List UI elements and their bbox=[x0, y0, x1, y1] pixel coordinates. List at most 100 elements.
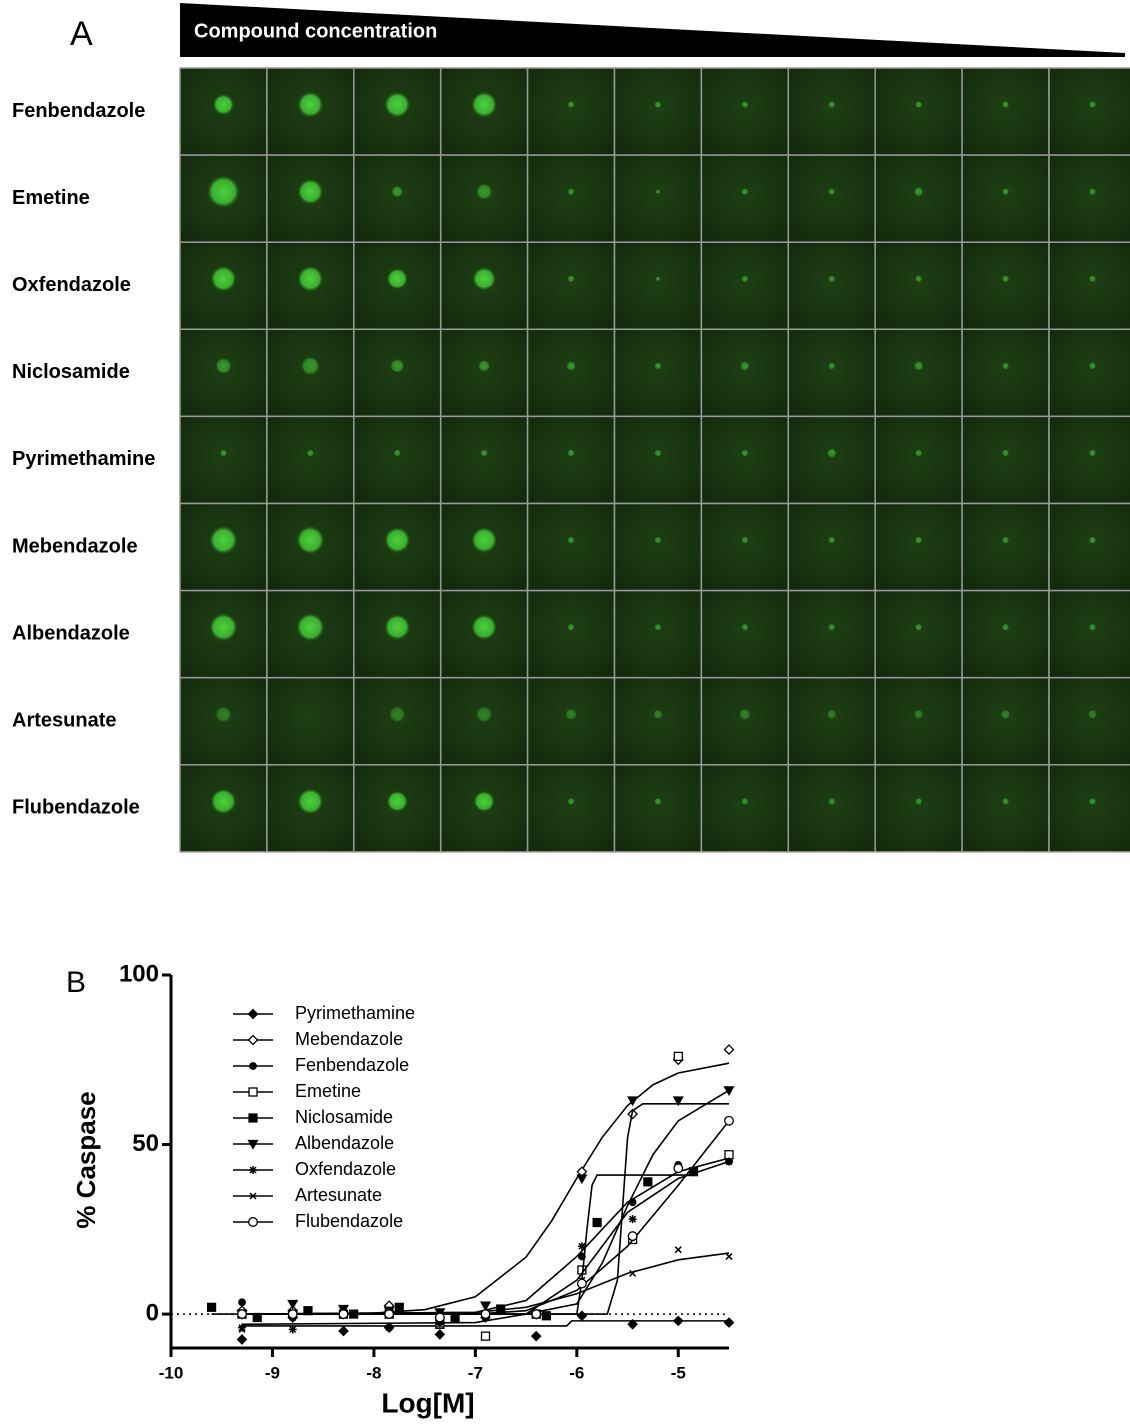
fluorescent-spot bbox=[220, 449, 227, 456]
micrograph-cell bbox=[1049, 504, 1130, 591]
micrograph-cell bbox=[875, 155, 962, 242]
marker bbox=[725, 1158, 733, 1166]
micrograph-cell bbox=[528, 68, 615, 155]
marker bbox=[289, 1325, 297, 1333]
micrograph-cell bbox=[701, 678, 788, 765]
fluorescent-spot bbox=[827, 448, 837, 458]
fluorescent-spot bbox=[1002, 798, 1009, 805]
micrograph-cell bbox=[615, 504, 702, 591]
fluorescent-spot bbox=[1089, 275, 1096, 282]
fluorescent-spot bbox=[654, 624, 661, 631]
fluorescent-spot bbox=[1089, 798, 1096, 805]
fluorescent-spot bbox=[472, 267, 496, 291]
wedge-label: Compound concentration bbox=[194, 20, 437, 42]
micrograph-cell bbox=[528, 416, 615, 503]
micrograph-cell bbox=[875, 504, 962, 591]
fluorescent-spot bbox=[1002, 101, 1009, 108]
marker bbox=[675, 1247, 681, 1253]
fluorescent-spot bbox=[567, 536, 574, 543]
row-label: Mebendazole bbox=[12, 535, 138, 557]
micrograph-cell bbox=[962, 242, 1049, 329]
micrograph-cell bbox=[962, 591, 1049, 678]
fluorescent-spot bbox=[567, 449, 574, 456]
fluorescent-spot bbox=[654, 362, 661, 369]
fluorescent-spot bbox=[1001, 709, 1011, 719]
micrograph-cell bbox=[788, 155, 875, 242]
fluorescent-spot bbox=[1002, 536, 1009, 543]
fluorescent-spot bbox=[391, 186, 403, 198]
fluorescent-spot bbox=[740, 361, 750, 371]
fluorescent-spot bbox=[296, 613, 325, 642]
micrograph-cell bbox=[1049, 765, 1130, 852]
row-label: Pyrimethamine bbox=[12, 448, 155, 470]
panel-label: A bbox=[70, 15, 93, 53]
fluorescent-spot bbox=[1002, 449, 1009, 456]
micrograph-cell bbox=[1049, 155, 1130, 242]
fluorescent-spot bbox=[297, 266, 323, 292]
marker bbox=[239, 1299, 246, 1306]
x-tick-label: -5 bbox=[671, 1363, 686, 1382]
micrograph-cell bbox=[267, 416, 354, 503]
micrograph-cell bbox=[788, 591, 875, 678]
micrograph-cell bbox=[788, 329, 875, 416]
fluorescent-spot bbox=[210, 788, 236, 814]
fluorescent-spot bbox=[741, 449, 748, 456]
micrograph-cell bbox=[962, 329, 1049, 416]
row-label: Fenbendazole bbox=[12, 100, 145, 122]
micrograph-cell bbox=[962, 416, 1049, 503]
fluorescent-spot bbox=[307, 449, 314, 456]
micrograph-cell bbox=[528, 591, 615, 678]
fluorescent-spot bbox=[478, 360, 490, 372]
micrograph-cell bbox=[875, 242, 962, 329]
fluorescent-spot bbox=[654, 798, 661, 805]
fluorescent-spot bbox=[207, 175, 241, 209]
marker bbox=[577, 1311, 586, 1320]
fluorescent-spot bbox=[215, 357, 232, 374]
panel-label: B bbox=[66, 966, 86, 999]
fluorescent-spot bbox=[297, 788, 323, 814]
fluorescent-spot bbox=[566, 361, 576, 371]
fluorescent-spot bbox=[656, 276, 661, 281]
marker bbox=[435, 1330, 444, 1339]
fluorescent-spot bbox=[828, 536, 835, 543]
marker bbox=[249, 1036, 258, 1045]
row-label: Flubendazole bbox=[12, 797, 140, 819]
fluorescent-spot bbox=[915, 624, 922, 631]
fluorescent-spot bbox=[297, 178, 323, 204]
micrograph-cell bbox=[875, 68, 962, 155]
micrograph-cell bbox=[528, 765, 615, 852]
marker bbox=[725, 1087, 734, 1095]
fluorescent-spot bbox=[741, 624, 748, 631]
marker bbox=[674, 1316, 683, 1325]
x-tick-label: -10 bbox=[159, 1363, 184, 1382]
marker bbox=[436, 1313, 445, 1322]
row-label: Niclosamide bbox=[12, 361, 130, 383]
fluorescent-spot bbox=[394, 449, 401, 456]
micrograph-cell bbox=[528, 242, 615, 329]
micrograph-cell bbox=[441, 416, 528, 503]
micrograph-cell bbox=[701, 329, 788, 416]
fluorescent-spot bbox=[386, 268, 408, 290]
micrograph-cell bbox=[528, 155, 615, 242]
fluorescent-spot bbox=[914, 187, 924, 197]
fluorescent-spot bbox=[1089, 624, 1096, 631]
micrograph-cell bbox=[701, 416, 788, 503]
marker bbox=[238, 1335, 247, 1344]
micrograph-cell bbox=[1049, 591, 1130, 678]
fluorescent-spot bbox=[384, 91, 410, 117]
micrograph-cell bbox=[701, 765, 788, 852]
micrograph-cell bbox=[615, 678, 702, 765]
micrograph-cell bbox=[875, 765, 962, 852]
marker bbox=[542, 1312, 550, 1320]
micrograph-cell bbox=[701, 68, 788, 155]
micrograph-cell bbox=[701, 591, 788, 678]
legend-label: Niclosamide bbox=[295, 1107, 393, 1127]
fluorescent-spot bbox=[471, 527, 497, 553]
fluorescent-spot bbox=[914, 361, 924, 371]
row-label: Oxfendazole bbox=[12, 274, 131, 296]
fluorescent-spot bbox=[567, 101, 574, 108]
fluorescent-spot bbox=[915, 798, 922, 805]
y-tick-label: 50 bbox=[132, 1130, 159, 1157]
marker bbox=[532, 1332, 541, 1341]
fluorescent-spot bbox=[828, 624, 835, 631]
